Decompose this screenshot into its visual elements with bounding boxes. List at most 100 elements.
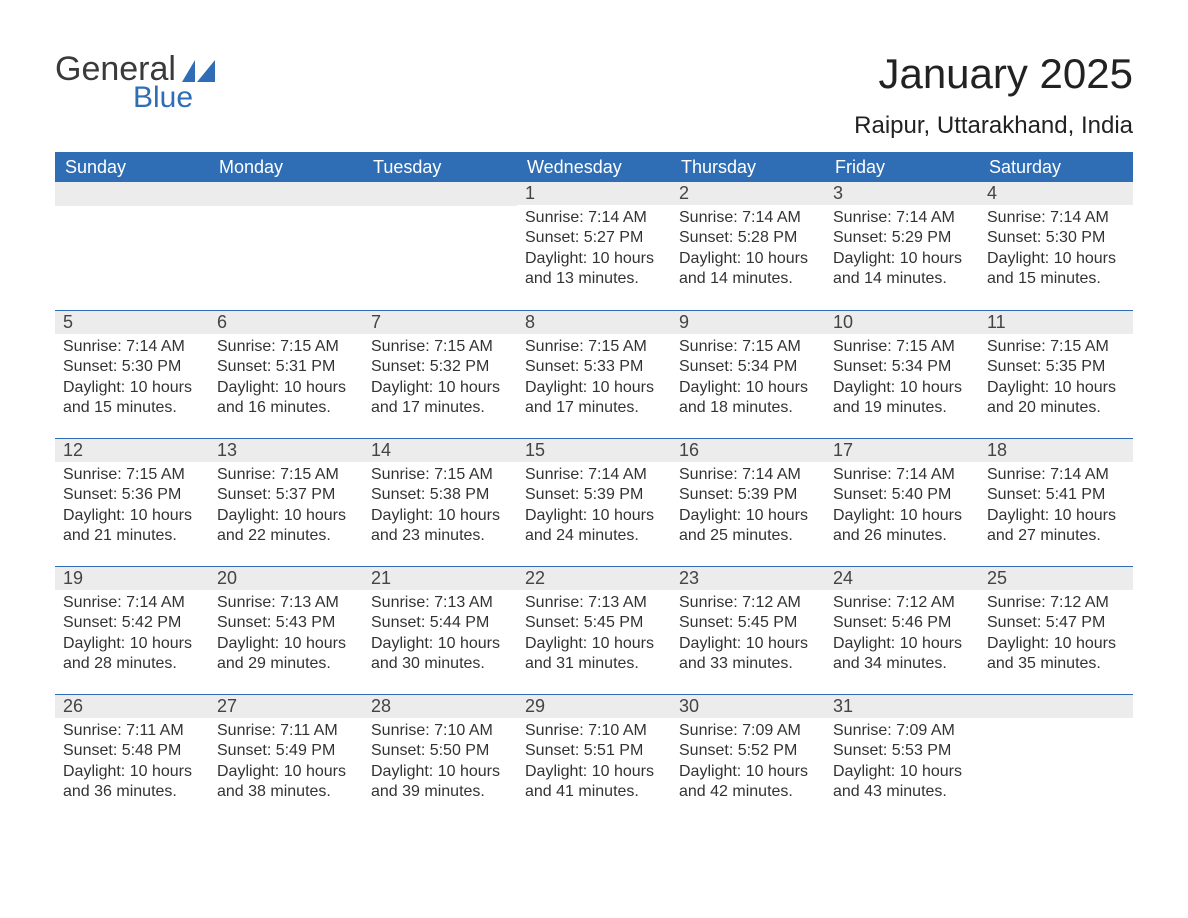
sunset-text: Sunset: 5:34 PM <box>833 357 971 377</box>
weekday-header: Saturday <box>979 152 1133 182</box>
calendar-page: General Blue January 2025 Raipur, Uttara… <box>0 0 1188 862</box>
day-details: Sunrise: 7:14 AMSunset: 5:39 PMDaylight:… <box>517 462 671 551</box>
day-number: 30 <box>671 694 825 718</box>
calendar-day-cell: 31Sunrise: 7:09 AMSunset: 5:53 PMDayligh… <box>825 694 979 822</box>
sunset-text: Sunset: 5:27 PM <box>525 228 663 248</box>
daylight-text: Daylight: 10 hours and 39 minutes. <box>371 762 509 803</box>
calendar-day-cell: 16Sunrise: 7:14 AMSunset: 5:39 PMDayligh… <box>671 438 825 566</box>
sunset-text: Sunset: 5:28 PM <box>679 228 817 248</box>
sunset-text: Sunset: 5:50 PM <box>371 741 509 761</box>
day-details: Sunrise: 7:10 AMSunset: 5:51 PMDaylight:… <box>517 718 671 807</box>
sunset-text: Sunset: 5:30 PM <box>63 357 201 377</box>
calendar-day-cell: 10Sunrise: 7:15 AMSunset: 5:34 PMDayligh… <box>825 310 979 438</box>
empty-day-bar <box>209 182 363 206</box>
calendar-table: SundayMondayTuesdayWednesdayThursdayFrid… <box>55 152 1133 822</box>
calendar-day-cell: 5Sunrise: 7:14 AMSunset: 5:30 PMDaylight… <box>55 310 209 438</box>
day-number: 15 <box>517 438 671 462</box>
calendar-day-cell <box>979 694 1133 822</box>
calendar-body: 1Sunrise: 7:14 AMSunset: 5:27 PMDaylight… <box>55 182 1133 822</box>
day-number: 1 <box>517 182 671 205</box>
day-details: Sunrise: 7:15 AMSunset: 5:34 PMDaylight:… <box>671 334 825 423</box>
sunrise-text: Sunrise: 7:14 AM <box>987 465 1125 485</box>
brand-triangle-icon <box>182 60 218 87</box>
sunset-text: Sunset: 5:37 PM <box>217 485 355 505</box>
calendar-day-cell: 14Sunrise: 7:15 AMSunset: 5:38 PMDayligh… <box>363 438 517 566</box>
sunset-text: Sunset: 5:30 PM <box>987 228 1125 248</box>
calendar-day-cell: 7Sunrise: 7:15 AMSunset: 5:32 PMDaylight… <box>363 310 517 438</box>
sunrise-text: Sunrise: 7:15 AM <box>217 337 355 357</box>
sunrise-text: Sunrise: 7:09 AM <box>833 721 971 741</box>
day-details: Sunrise: 7:14 AMSunset: 5:27 PMDaylight:… <box>517 205 671 294</box>
daylight-text: Daylight: 10 hours and 35 minutes. <box>987 634 1125 675</box>
day-details: Sunrise: 7:14 AMSunset: 5:29 PMDaylight:… <box>825 205 979 294</box>
daylight-text: Daylight: 10 hours and 42 minutes. <box>679 762 817 803</box>
daylight-text: Daylight: 10 hours and 17 minutes. <box>525 378 663 419</box>
calendar-day-cell <box>55 182 209 310</box>
day-details: Sunrise: 7:14 AMSunset: 5:30 PMDaylight:… <box>979 205 1133 294</box>
calendar-day-cell: 15Sunrise: 7:14 AMSunset: 5:39 PMDayligh… <box>517 438 671 566</box>
calendar-day-cell: 20Sunrise: 7:13 AMSunset: 5:43 PMDayligh… <box>209 566 363 694</box>
calendar-day-cell: 17Sunrise: 7:14 AMSunset: 5:40 PMDayligh… <box>825 438 979 566</box>
daylight-text: Daylight: 10 hours and 14 minutes. <box>679 249 817 290</box>
day-number: 8 <box>517 310 671 334</box>
daylight-text: Daylight: 10 hours and 17 minutes. <box>371 378 509 419</box>
calendar-day-cell: 27Sunrise: 7:11 AMSunset: 5:49 PMDayligh… <box>209 694 363 822</box>
day-details: Sunrise: 7:09 AMSunset: 5:53 PMDaylight:… <box>825 718 979 807</box>
day-number: 10 <box>825 310 979 334</box>
day-number: 24 <box>825 566 979 590</box>
sunset-text: Sunset: 5:43 PM <box>217 613 355 633</box>
calendar-week-row: 26Sunrise: 7:11 AMSunset: 5:48 PMDayligh… <box>55 694 1133 822</box>
sunset-text: Sunset: 5:48 PM <box>63 741 201 761</box>
month-title: January 2025 <box>854 50 1133 98</box>
day-number: 31 <box>825 694 979 718</box>
daylight-text: Daylight: 10 hours and 23 minutes. <box>371 506 509 547</box>
sunrise-text: Sunrise: 7:14 AM <box>679 208 817 228</box>
sunrise-text: Sunrise: 7:15 AM <box>217 465 355 485</box>
calendar-day-cell: 12Sunrise: 7:15 AMSunset: 5:36 PMDayligh… <box>55 438 209 566</box>
sunset-text: Sunset: 5:35 PM <box>987 357 1125 377</box>
sunset-text: Sunset: 5:32 PM <box>371 357 509 377</box>
sunset-text: Sunset: 5:31 PM <box>217 357 355 377</box>
day-details: Sunrise: 7:15 AMSunset: 5:34 PMDaylight:… <box>825 334 979 423</box>
daylight-text: Daylight: 10 hours and 41 minutes. <box>525 762 663 803</box>
calendar-week-row: 1Sunrise: 7:14 AMSunset: 5:27 PMDaylight… <box>55 182 1133 310</box>
day-details: Sunrise: 7:11 AMSunset: 5:48 PMDaylight:… <box>55 718 209 807</box>
day-number: 16 <box>671 438 825 462</box>
day-details: Sunrise: 7:10 AMSunset: 5:50 PMDaylight:… <box>363 718 517 807</box>
day-number: 5 <box>55 310 209 334</box>
sunset-text: Sunset: 5:36 PM <box>63 485 201 505</box>
calendar-day-cell: 25Sunrise: 7:12 AMSunset: 5:47 PMDayligh… <box>979 566 1133 694</box>
calendar-day-cell: 1Sunrise: 7:14 AMSunset: 5:27 PMDaylight… <box>517 182 671 310</box>
day-number: 12 <box>55 438 209 462</box>
calendar-day-cell <box>209 182 363 310</box>
sunset-text: Sunset: 5:49 PM <box>217 741 355 761</box>
calendar-day-cell: 6Sunrise: 7:15 AMSunset: 5:31 PMDaylight… <box>209 310 363 438</box>
day-details: Sunrise: 7:13 AMSunset: 5:44 PMDaylight:… <box>363 590 517 679</box>
sunrise-text: Sunrise: 7:14 AM <box>63 337 201 357</box>
daylight-text: Daylight: 10 hours and 29 minutes. <box>217 634 355 675</box>
sunset-text: Sunset: 5:52 PM <box>679 741 817 761</box>
day-number: 20 <box>209 566 363 590</box>
weekday-header: Wednesday <box>517 152 671 182</box>
sunrise-text: Sunrise: 7:14 AM <box>525 465 663 485</box>
day-details: Sunrise: 7:15 AMSunset: 5:35 PMDaylight:… <box>979 334 1133 423</box>
daylight-text: Daylight: 10 hours and 31 minutes. <box>525 634 663 675</box>
daylight-text: Daylight: 10 hours and 25 minutes. <box>679 506 817 547</box>
sunrise-text: Sunrise: 7:13 AM <box>525 593 663 613</box>
day-details: Sunrise: 7:14 AMSunset: 5:42 PMDaylight:… <box>55 590 209 679</box>
day-number: 21 <box>363 566 517 590</box>
sunrise-text: Sunrise: 7:10 AM <box>525 721 663 741</box>
empty-day-bar <box>979 694 1133 718</box>
day-number: 11 <box>979 310 1133 334</box>
sunrise-text: Sunrise: 7:14 AM <box>987 208 1125 228</box>
sunrise-text: Sunrise: 7:14 AM <box>63 593 201 613</box>
day-details: Sunrise: 7:15 AMSunset: 5:32 PMDaylight:… <box>363 334 517 423</box>
sunrise-text: Sunrise: 7:11 AM <box>63 721 201 741</box>
sunset-text: Sunset: 5:51 PM <box>525 741 663 761</box>
sunset-text: Sunset: 5:42 PM <box>63 613 201 633</box>
daylight-text: Daylight: 10 hours and 30 minutes. <box>371 634 509 675</box>
sunset-text: Sunset: 5:41 PM <box>987 485 1125 505</box>
day-number: 22 <box>517 566 671 590</box>
sunrise-text: Sunrise: 7:11 AM <box>217 721 355 741</box>
day-number: 7 <box>363 310 517 334</box>
